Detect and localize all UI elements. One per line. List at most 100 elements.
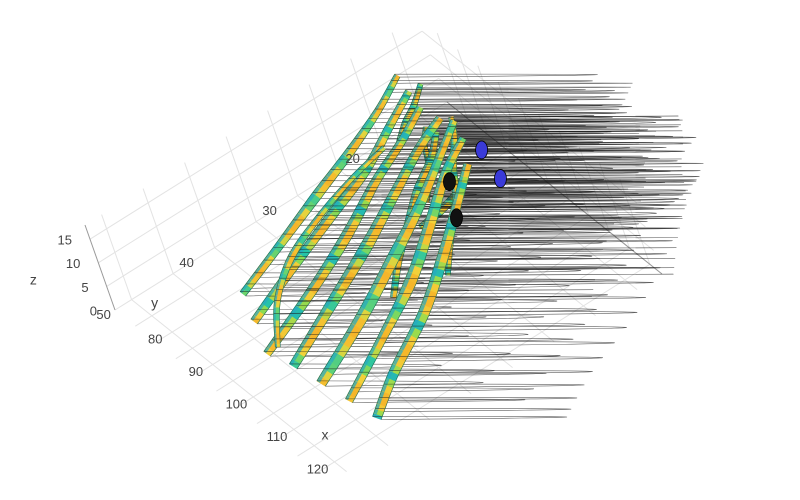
streamtube-shade [292,212,301,222]
streamtube-mesh-line [298,252,455,259]
z-axis-line [84,224,116,311]
streamtube-shade [297,235,303,242]
streamtube-mesh-line [448,215,682,219]
streamtube-mesh-line [438,252,667,257]
cone-1 [450,208,463,228]
streamtube-mesh-line [437,181,665,186]
streamtube-shade [375,168,382,176]
streamtube-mesh-line [439,146,667,151]
streamtube-shade [254,266,261,275]
streamtube-shade [383,377,390,386]
streamtube-mesh-line [458,180,697,184]
streamtube-shade [352,169,359,176]
streamtube-shade [301,334,311,346]
streamtube-shade [365,291,373,302]
y-tick-label: 50 [96,307,110,322]
streamtube-mesh-line [346,332,529,339]
streamtube-mesh-line [279,277,426,281]
streamtube-shade [432,158,438,165]
streamtube-shade [446,126,451,132]
streamtube-shade [342,148,350,156]
streamtube-shade [395,293,403,303]
streamtube-shade [386,84,391,91]
streamtube-shade [371,146,378,154]
streamtube-mesh-line [368,354,561,359]
streamtube-shade [303,238,312,248]
streamtube-shade [298,205,306,215]
streamtube-mesh-line [433,266,661,271]
streamtube-shade [371,151,378,157]
streamtube-mesh-line [461,170,701,173]
streamtube-shade [451,141,454,145]
streamtube-mesh-line [388,254,593,261]
streamtube-shade [400,130,406,138]
streamtube-mesh-line [375,408,572,412]
streamtube-shade [308,192,316,202]
streamtube-edge [257,93,413,324]
floor-gridline-y [214,247,430,420]
streamtube-shade [321,259,330,269]
streamtube-shade [424,128,430,135]
streamtube-edge [325,122,458,387]
streamtube-shade [450,144,454,149]
streamtube-mesh-line [452,190,686,193]
streamtube-shade [350,255,359,264]
streamtube-shade [253,309,260,317]
streamtube-shade [380,322,388,333]
streamtube-shade [287,219,296,229]
streamtube-shade [324,360,333,371]
cone-2 [443,172,456,192]
streamtube-shade [373,338,380,348]
streamtube-mesh-line [283,266,432,271]
streamtube-shade [437,176,443,183]
streamtube-mesh-line [391,289,594,292]
streamtube-shade [354,204,361,213]
streamtube-edge [245,76,401,297]
streamtube-mesh-line [391,80,593,84]
streamtube-mesh-line [450,130,683,133]
streamtube-mesh-line [454,189,688,194]
streamtube-mesh-line [450,174,683,177]
floor-gridline-y [172,273,389,446]
streamtube-shade [381,384,388,393]
streamtube-mesh-line [433,193,660,198]
streamtube-mesh-line [442,239,673,244]
streamtube-shade [413,184,419,190]
streamtube-shade [410,256,418,266]
streamtube-shade [358,128,364,135]
streamtube-shade [399,285,406,296]
streamtube-shade [296,343,305,354]
streamtube-shade [390,290,394,295]
streamtube-shade [279,272,284,279]
streamtube-mesh-line [376,151,569,156]
streamtube-edge [352,139,467,403]
streamtube-mesh-line [450,124,681,127]
streamtube-shade [369,283,377,294]
streamtube-shade [394,104,400,111]
streamtube-shade [333,282,342,293]
streamtube-mesh-line [413,111,628,116]
streamtube-shade [416,242,423,251]
streamtube-mesh-line [424,296,646,301]
streamtube-shade [427,124,433,131]
streamtube-shade [391,109,397,117]
streamtube-shade [275,343,278,348]
x-tick-label: 100 [226,397,248,412]
streamtube-shade [453,192,459,200]
streamtube-mesh-line [359,371,547,377]
streamtube-shade [356,306,365,317]
streamtube-shade [444,130,449,137]
streamtube-shade [393,74,397,78]
streamtube-mesh-line [380,98,578,103]
streamtube-shade [273,313,276,321]
streamtube-shade [292,351,300,361]
streamtube-shade [400,341,408,351]
streamtube-shade [417,192,424,200]
streamtube-shade [380,261,389,271]
streamtube-mesh-line [373,283,570,290]
streamtube-shade [405,271,413,281]
streamtube-shade [431,194,437,202]
streamtube-mesh-line [416,86,631,90]
streamtube-shade [405,120,412,128]
